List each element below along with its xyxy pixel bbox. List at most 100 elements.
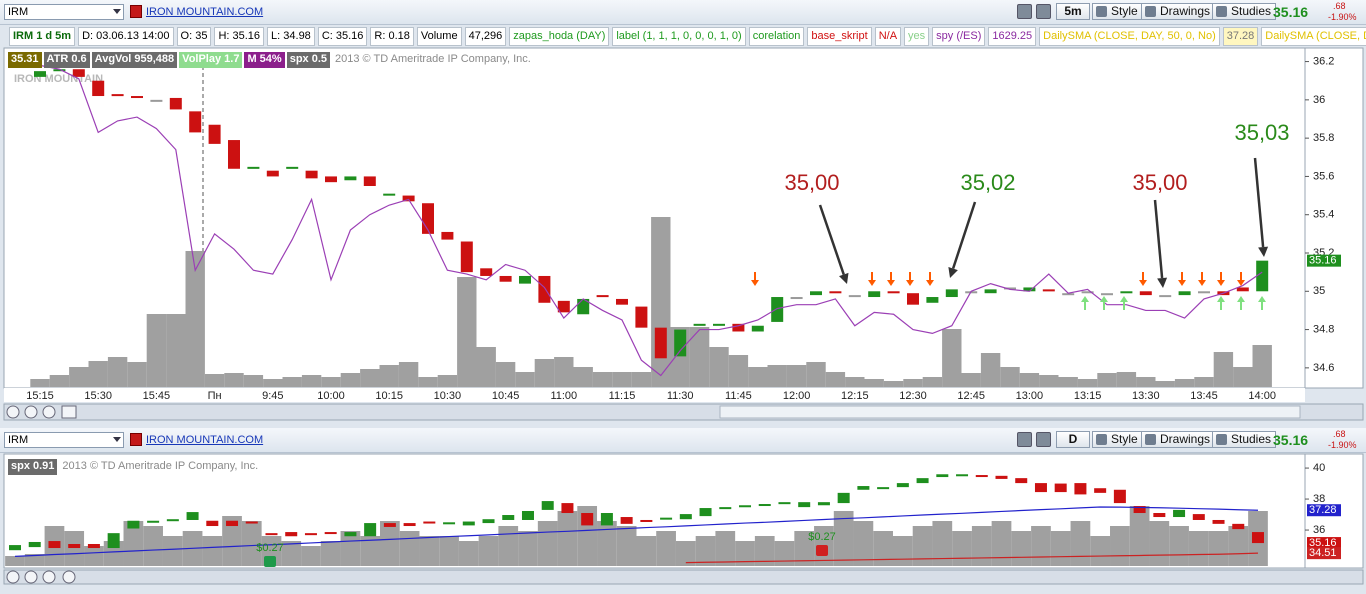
volume-bar [379, 365, 399, 387]
draw-button[interactable] [61, 405, 77, 419]
volume-bar [1194, 377, 1214, 387]
candle-body [344, 176, 357, 181]
candle-body [616, 298, 628, 305]
company-link[interactable]: IRON MOUNTAIN.COM [146, 6, 264, 18]
y-tick-label: 36 [1313, 94, 1325, 106]
volume-bar [399, 531, 420, 566]
dividend-label: $0.27 [256, 542, 284, 554]
candle-body [34, 71, 46, 77]
timeframe: D [1068, 432, 1078, 446]
candle-body [150, 99, 163, 102]
volume-bar [458, 541, 479, 566]
volume-bar [922, 377, 943, 387]
buy-signal-head [1258, 296, 1266, 302]
candle-body [462, 521, 475, 526]
scroll-thumb[interactable] [719, 405, 1301, 419]
info-item: IRM 1 d 5m [9, 27, 76, 46]
style-button[interactable]: Style [1092, 431, 1143, 448]
candle-body [480, 268, 493, 276]
volume-bar [1149, 521, 1170, 566]
volume-bar [942, 329, 962, 387]
timeframe: 5m [1064, 4, 1082, 18]
y-tick-label: 38 [1313, 493, 1325, 505]
volume-bar [1169, 526, 1189, 566]
volume-bar [794, 531, 815, 566]
candle-body [111, 94, 124, 97]
info-item: corelation [748, 27, 805, 46]
sell-signal-head [868, 280, 876, 286]
drawings-button[interactable]: Drawings [1141, 3, 1216, 20]
volume-bar [991, 521, 1012, 566]
tool-icon[interactable] [1036, 4, 1051, 19]
candle-body [1198, 291, 1210, 294]
volume-bar [825, 372, 846, 387]
studies-button[interactable]: Studies [1212, 431, 1277, 448]
candle-body [28, 541, 41, 548]
info-item: DailySMA (CLOSE, DA [1261, 27, 1366, 46]
buy-signal-head [1100, 296, 1108, 302]
tool-icon[interactable] [1017, 4, 1032, 19]
price-tag-label: 35.16 [1309, 255, 1337, 267]
volume-bar [476, 347, 496, 387]
candle-body [383, 523, 396, 527]
tool-icon[interactable] [1017, 432, 1032, 447]
zoom-in-button-lower[interactable] [24, 570, 38, 584]
studies-button[interactable]: Studies [1212, 3, 1277, 20]
sell-signal-head [751, 280, 759, 286]
pan-button[interactable] [6, 405, 20, 419]
drawings-button[interactable]: Drawings [1141, 431, 1216, 448]
candle-body [324, 532, 337, 535]
volume-bar [537, 521, 558, 566]
link-icon[interactable] [130, 433, 142, 446]
candle-body [713, 323, 725, 326]
volume-bar [592, 372, 613, 387]
annotation-arrow [1253, 157, 1265, 248]
buy-signal-head [1217, 296, 1225, 302]
x-tick-label: 13:00 [1016, 390, 1044, 402]
candle-body [1074, 483, 1087, 495]
x-tick-label: 11:45 [725, 390, 752, 402]
candle-body [600, 513, 613, 526]
style-button[interactable]: Style [1092, 3, 1143, 20]
dividend-label: $0.27 [808, 531, 836, 543]
volume-bar [1090, 536, 1111, 566]
pan-button-lower[interactable] [6, 570, 20, 584]
y-tick-label: 35.6 [1313, 170, 1334, 182]
candle-body [868, 291, 881, 298]
symbol-box[interactable]: IRM [4, 432, 124, 448]
candle-body [778, 502, 791, 505]
x-tick-label: 12:15 [841, 390, 869, 402]
volume-bar [1019, 373, 1040, 387]
x-tick-label: 12:00 [783, 390, 811, 402]
volume-bar [903, 379, 923, 387]
volume-bar [636, 536, 657, 566]
volume-bar [1000, 367, 1020, 387]
candle-body [1178, 291, 1191, 296]
volume-bar [612, 372, 632, 387]
zoom-out-button-lower[interactable] [42, 570, 56, 584]
candle-body [1094, 488, 1107, 493]
study-badge: M 54% [244, 52, 285, 68]
candle-body [364, 523, 377, 537]
company-link[interactable]: IRON MOUNTAIN.COM [146, 434, 264, 446]
annotation: 35,02 [960, 170, 1015, 195]
symbol-box[interactable]: IRM [4, 4, 124, 20]
zoom-out-button[interactable] [42, 405, 56, 419]
timeframe-button[interactable]: D [1056, 431, 1090, 448]
scrollbar-lower[interactable] [3, 569, 1364, 585]
tool-icon[interactable] [1036, 432, 1051, 447]
candle-body [1256, 260, 1269, 292]
timeframe-button[interactable]: 5m [1056, 3, 1090, 20]
link-icon[interactable] [130, 5, 142, 18]
candle-body [561, 503, 574, 514]
volume-bar [457, 277, 477, 387]
price-tag-label: 34.51 [1309, 547, 1337, 559]
zoom-in-button[interactable] [24, 405, 38, 419]
volume-bar [892, 536, 913, 566]
volume-bar [715, 531, 736, 566]
candle-body [1212, 519, 1225, 524]
reset-button-lower[interactable] [62, 570, 76, 584]
candle-body [1101, 293, 1113, 296]
arrow-head [948, 266, 958, 278]
volume-bar [360, 536, 381, 566]
